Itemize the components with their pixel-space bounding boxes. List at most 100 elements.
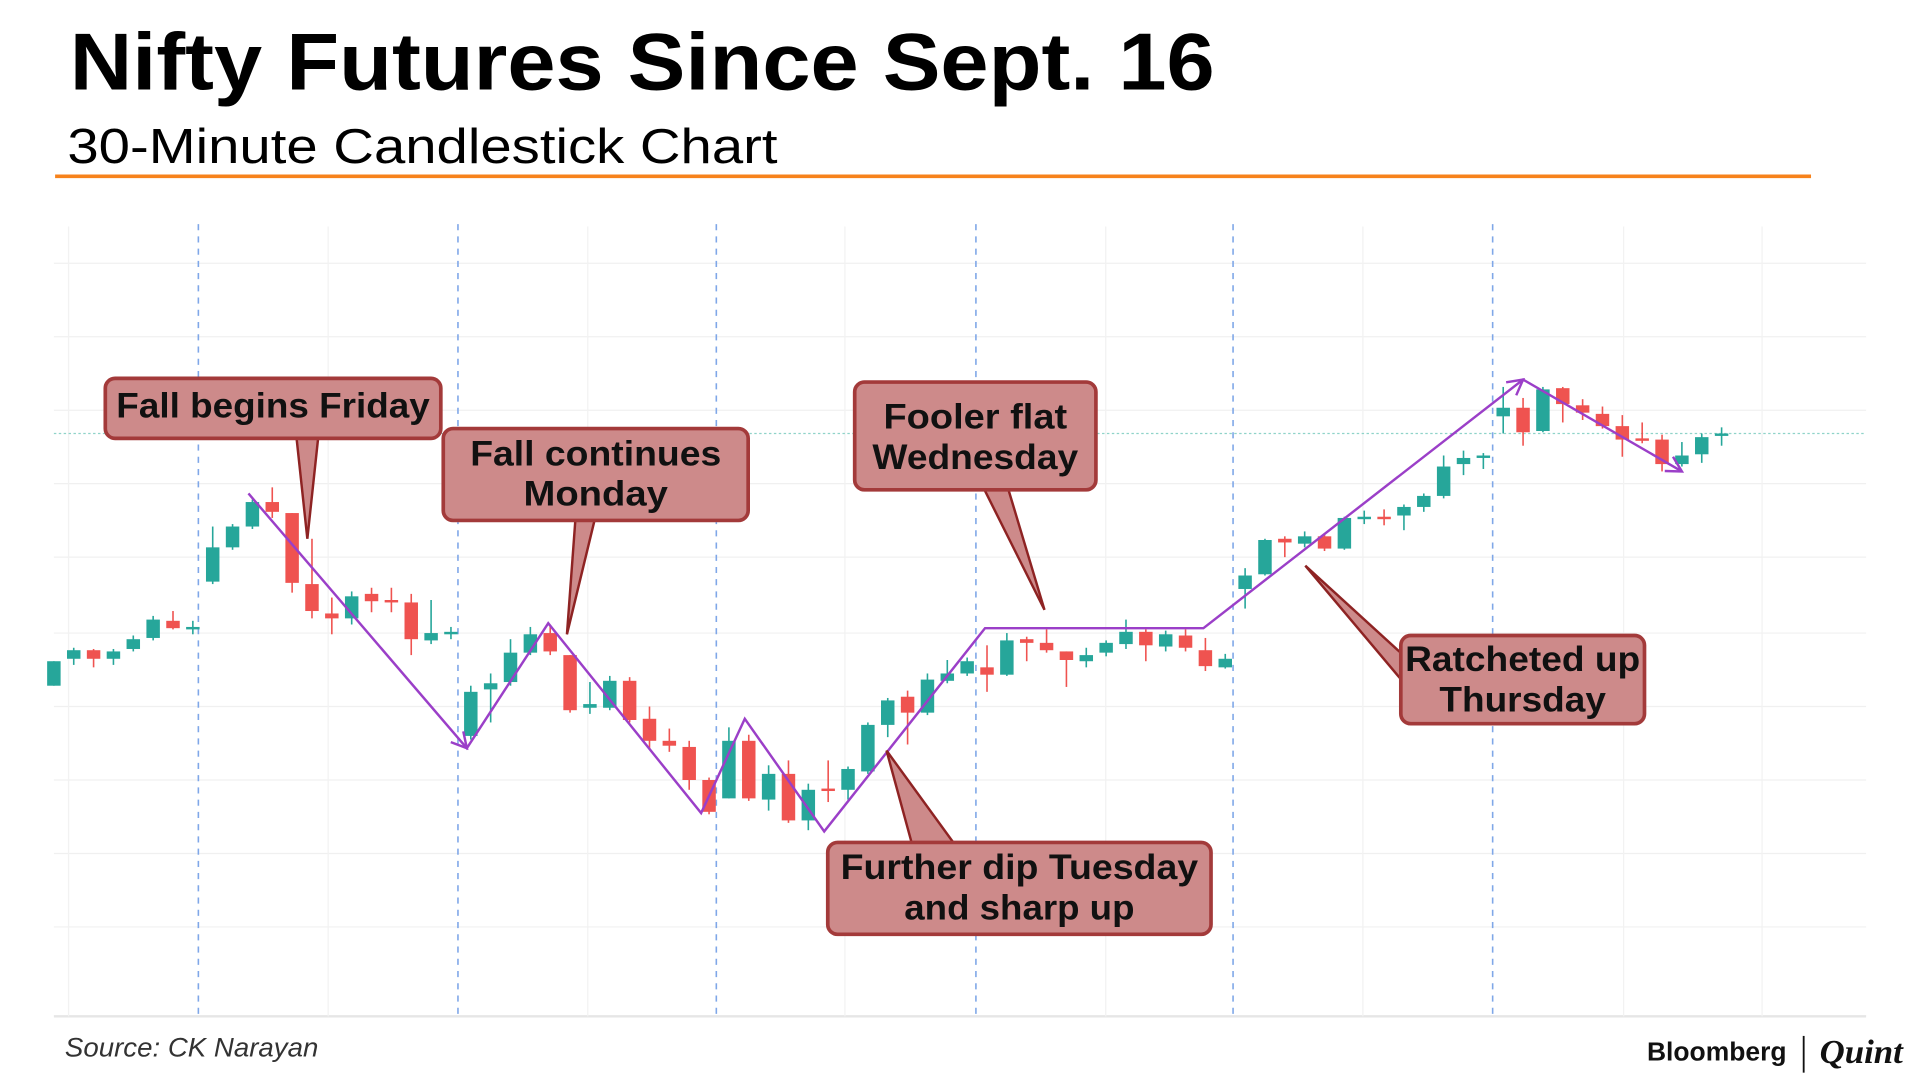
candle-body [1000, 640, 1014, 675]
candle-body [1317, 536, 1332, 549]
candle-down [305, 538, 319, 619]
candle-up [841, 766, 855, 800]
candle-up [1397, 504, 1411, 531]
candle-down [1178, 629, 1193, 652]
candle-up [1436, 455, 1451, 499]
day-separators [197, 224, 1494, 1019]
candle-body [722, 740, 736, 799]
candle-body [1476, 455, 1491, 458]
candle-body [106, 651, 121, 659]
candle-body [583, 704, 597, 708]
callout-pointer [981, 486, 1046, 611]
candle-body [166, 620, 180, 629]
candle-body [384, 600, 399, 603]
candle-up [1158, 630, 1173, 652]
candle-up [1476, 453, 1491, 469]
candle-body [285, 513, 299, 583]
candle-body [1516, 407, 1530, 433]
candle-body [1019, 639, 1034, 643]
candle-body [761, 773, 776, 800]
candle-body [424, 633, 438, 641]
trendline-arrowhead [1505, 378, 1526, 396]
candle-up [861, 722, 875, 774]
candle-up [146, 615, 160, 641]
candle-body [483, 683, 498, 690]
candle-up [1675, 442, 1689, 467]
candle-body [1158, 634, 1173, 647]
candle-body [1079, 655, 1094, 662]
candle-down [1655, 434, 1669, 472]
candle-body [186, 626, 200, 630]
candle-up [126, 635, 141, 652]
candle-body [1337, 517, 1352, 549]
candle-body [305, 584, 319, 612]
candle-up [444, 626, 458, 640]
candle-up [186, 620, 200, 635]
candle-up [881, 697, 895, 738]
candle-body [444, 631, 458, 635]
candle-body [1119, 631, 1133, 645]
candle-down [285, 513, 299, 593]
chart-subtitle: 30-Minute Candlestick Chart [67, 120, 778, 174]
candle-up [1000, 633, 1014, 676]
callout-box [103, 376, 443, 441]
candle-down [742, 734, 756, 801]
candle-body [464, 691, 478, 736]
candle-body [265, 502, 280, 512]
candle-down [1198, 637, 1213, 672]
callout-box [852, 380, 1098, 492]
candle-up [1119, 619, 1133, 649]
candle-down [1278, 536, 1292, 558]
logo-bloomberg: Bloomberg [1647, 1038, 1787, 1066]
candle-body [47, 661, 61, 686]
candle-body [1377, 516, 1391, 520]
annotation-label: Wednesday [872, 437, 1078, 477]
callout-box [441, 426, 750, 523]
candle-down [364, 587, 379, 613]
candle-body [662, 740, 677, 746]
candle-down [404, 593, 418, 656]
candle-body [1357, 516, 1371, 520]
candle-down [622, 677, 637, 723]
annotation-label: Ratcheted up [1405, 639, 1640, 679]
candle-up [1456, 450, 1471, 476]
candle-body [603, 680, 617, 708]
candle-body [1297, 536, 1312, 544]
candle-up [106, 648, 121, 665]
annotation-label: Further dip Tuesday [841, 847, 1199, 887]
candle-down [1575, 399, 1590, 420]
candle-body [344, 596, 359, 619]
candle-body [1218, 658, 1232, 668]
candle-up [1297, 531, 1312, 548]
candle-up [1218, 653, 1232, 669]
candle-body [364, 593, 379, 602]
candle-down [563, 655, 577, 713]
annotation-label: Monday [523, 474, 668, 514]
candle-body [1496, 407, 1510, 417]
candle-down [1317, 533, 1332, 552]
candle-up [1357, 510, 1371, 525]
annotation-callout: Fall begins Friday [103, 376, 443, 539]
candle-body [642, 718, 657, 741]
candle-body [1039, 642, 1054, 651]
candle-body [1675, 455, 1689, 465]
candle-down [900, 690, 915, 745]
candle-down [1019, 636, 1034, 662]
candle-up [1258, 538, 1272, 576]
candle-body [960, 661, 974, 674]
candle-body [1695, 437, 1709, 455]
candle-body [1278, 538, 1292, 543]
candle-up [1536, 386, 1550, 433]
candle-up [344, 591, 359, 625]
candle-down [662, 728, 677, 752]
candle-down [166, 611, 180, 630]
candle-body [1436, 466, 1451, 496]
candle-up [483, 673, 498, 723]
candle-body [245, 502, 260, 527]
candle-up [1238, 568, 1252, 609]
candle-body [523, 634, 538, 653]
candle-up [1714, 427, 1729, 446]
